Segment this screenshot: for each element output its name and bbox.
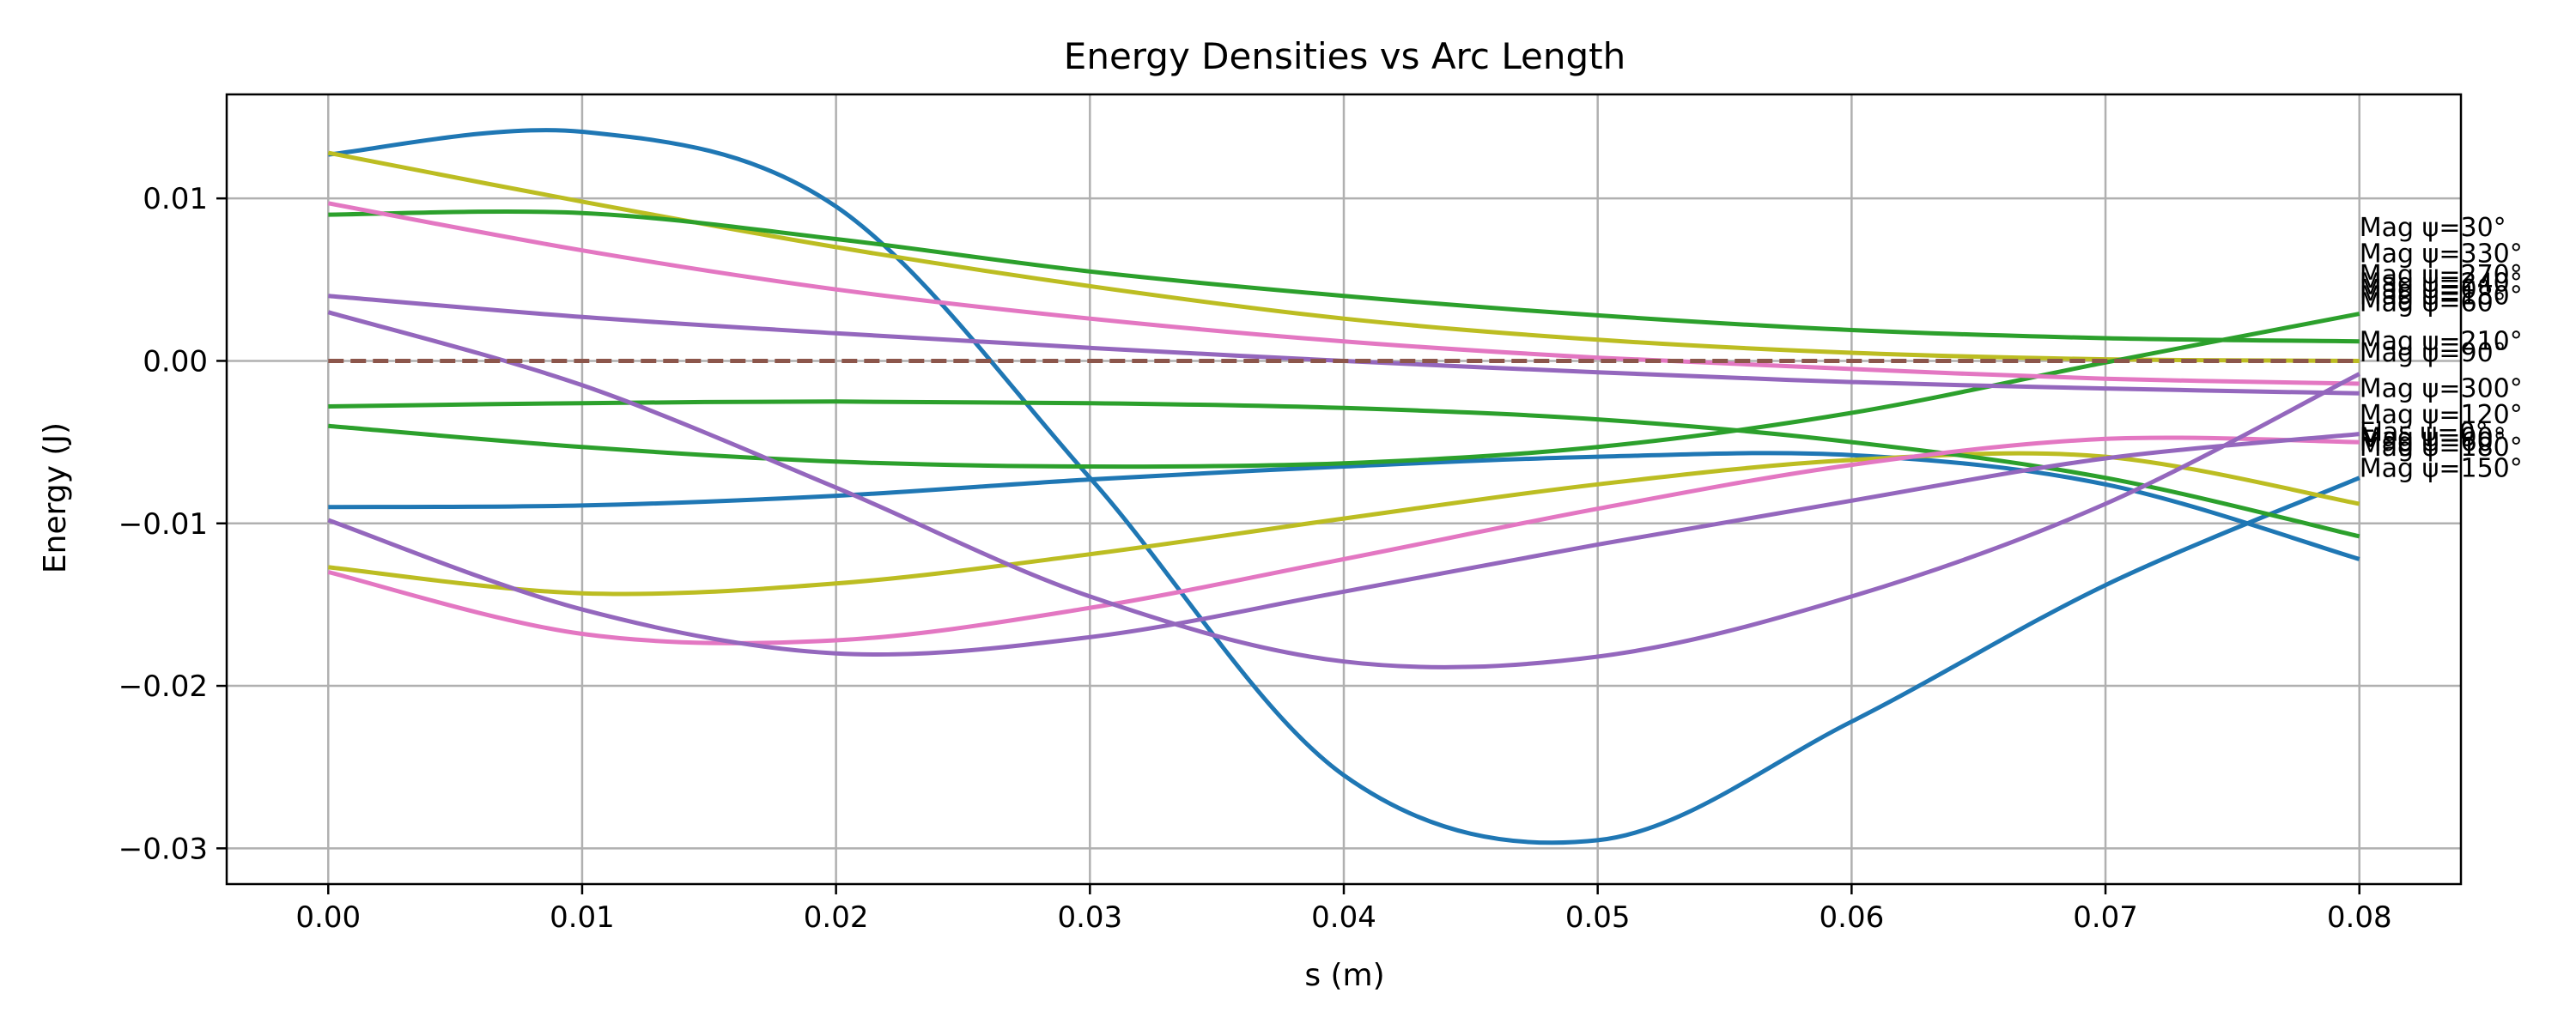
series-line <box>328 312 2360 470</box>
x-tick-label: 0.06 <box>1820 900 1885 935</box>
series-line <box>328 451 2360 597</box>
series-end-label: Mag ψ=330° <box>2360 239 2523 270</box>
x-tick-label: 0.05 <box>1565 900 1631 935</box>
x-tick-label: 0.01 <box>550 900 615 935</box>
y-tick-label: 0.00 <box>143 344 208 379</box>
x-tick-label: 0.00 <box>295 900 361 935</box>
series-end-label: Mag ψ=90° <box>2360 422 2506 452</box>
x-tick-label: 0.08 <box>2327 900 2392 935</box>
series-end-label: Mag ψ=210° <box>2360 327 2523 357</box>
x-tick-label: 0.02 <box>804 900 869 935</box>
series-end-label: Mag ψ=30° <box>2360 213 2506 243</box>
y-axis-label: Energy (J) <box>38 422 73 573</box>
series-end-label: Elas ψ=0° <box>2360 418 2488 448</box>
series-line <box>327 310 2360 670</box>
series-line <box>327 435 2360 645</box>
series-line <box>327 150 2360 363</box>
series-line <box>328 399 2360 539</box>
series-lines <box>327 128 2360 845</box>
series-end-label: Mag ψ=60° <box>2360 288 2506 318</box>
x-axis-label: s (m) <box>1304 958 1384 993</box>
series-end-label: Mag ψ=0° <box>2360 275 2490 305</box>
chart-title: Energy Densities vs Arc Length <box>1064 35 1625 77</box>
y-tick-label: −0.03 <box>118 832 208 866</box>
series-end-label: Mag ψ=300° <box>2360 374 2523 404</box>
series-end-label: Mag ψ=150° <box>2360 453 2523 483</box>
axis-ticks: 0.00 0.01 0.02 0.03 0.04 0.05 0.06 0.07 0.08 0.01… <box>118 182 2392 935</box>
y-tick-label: −0.01 <box>118 507 208 542</box>
series-end-label: Mag ψ=90° <box>2360 338 2506 368</box>
series-line <box>327 432 2360 657</box>
series-end-label: Mag ψ=60° <box>2360 427 2506 457</box>
y-tick-label: 0.01 <box>143 182 208 216</box>
series-line <box>328 128 2360 845</box>
x-tick-label: 0.04 <box>1311 900 1376 935</box>
series-end-label: Mag ψ=180° <box>2360 433 2523 463</box>
series-line <box>327 201 2360 386</box>
series-end-labels: Mag ψ=30°Mag ψ=330°Mag ψ=270°Mag ψ=240°M… <box>2360 213 2523 483</box>
x-tick-label: 0.07 <box>2073 900 2138 935</box>
series-end-label: Mag ψ=180° <box>2360 282 2523 312</box>
x-tick-label: 0.03 <box>1057 900 1122 935</box>
series-line <box>328 209 2360 344</box>
series-end-label: Mag ψ=240° <box>2360 269 2523 299</box>
y-tick-label: −0.02 <box>118 670 208 704</box>
series-end-label: Mag ψ=120° <box>2360 400 2523 430</box>
series-end-label: Mag ψ=270° <box>2360 260 2523 290</box>
